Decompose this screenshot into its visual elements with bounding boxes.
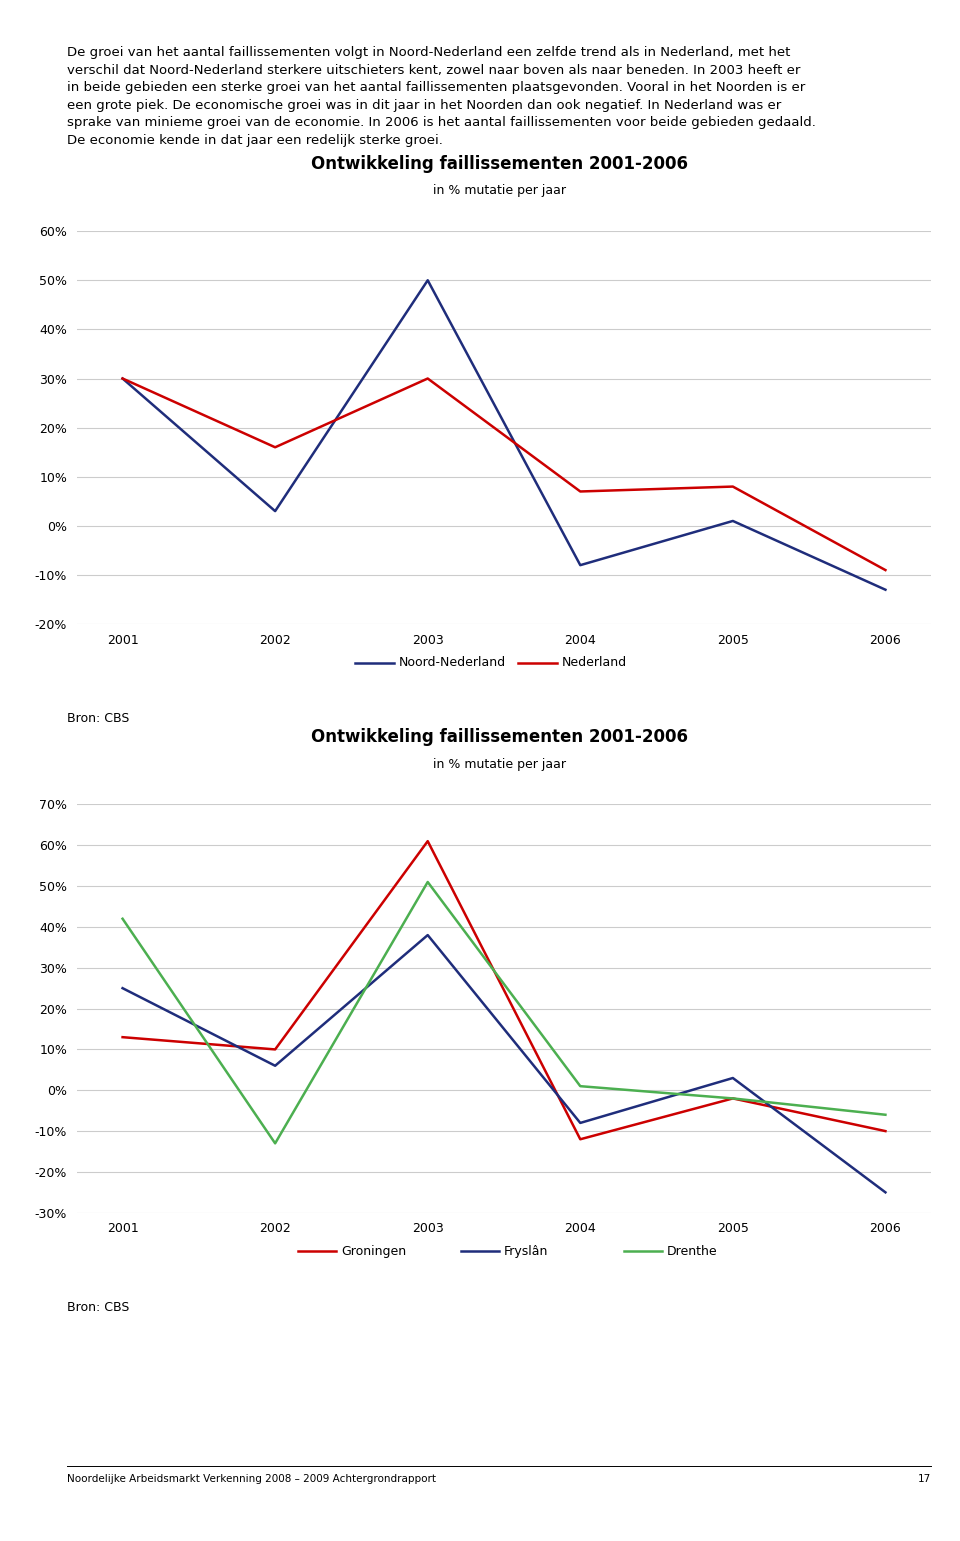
Groningen xyxy=(574,1130,586,1148)
Nederland xyxy=(574,482,586,501)
Drenthe xyxy=(727,1089,738,1108)
Text: Fryslân: Fryslân xyxy=(504,1245,548,1257)
Text: Bron: CBS: Bron: CBS xyxy=(67,1301,130,1313)
Nederland xyxy=(727,478,738,496)
Groningen xyxy=(117,1028,129,1046)
Drenthe xyxy=(270,1134,281,1153)
Line: Drenthe: Drenthe xyxy=(123,881,885,1143)
Fryslân xyxy=(879,1183,891,1202)
Fryslân xyxy=(574,1114,586,1133)
Noord-Nederland xyxy=(574,556,586,575)
Text: 17: 17 xyxy=(918,1473,931,1484)
Nederland xyxy=(422,370,434,388)
Groningen xyxy=(422,832,434,851)
Noord-Nederland xyxy=(879,581,891,599)
Text: Ontwikkeling faillissementen 2001-2006: Ontwikkeling faillissementen 2001-2006 xyxy=(311,154,687,173)
Text: Groningen: Groningen xyxy=(341,1245,406,1257)
Groningen xyxy=(879,1122,891,1140)
Groningen xyxy=(270,1040,281,1059)
Text: Noordelijke Arbeidsmarkt Verkenning 2008 – 2009 Achtergrondrapport: Noordelijke Arbeidsmarkt Verkenning 2008… xyxy=(67,1473,436,1484)
Line: Nederland: Nederland xyxy=(123,379,885,570)
Drenthe xyxy=(117,909,129,928)
Groningen xyxy=(727,1089,738,1108)
Noord-Nederland xyxy=(117,370,129,388)
Text: in % mutatie per jaar: in % mutatie per jaar xyxy=(433,758,565,770)
Line: Groningen: Groningen xyxy=(123,841,885,1139)
Fryslân xyxy=(117,979,129,997)
Text: Ontwikkeling faillissementen 2001-2006: Ontwikkeling faillissementen 2001-2006 xyxy=(311,727,687,746)
Nederland xyxy=(117,370,129,388)
Text: Noord-Nederland: Noord-Nederland xyxy=(398,656,506,669)
Text: Nederland: Nederland xyxy=(562,656,627,669)
Drenthe xyxy=(879,1105,891,1123)
Noord-Nederland xyxy=(727,512,738,530)
Fryslân xyxy=(727,1069,738,1088)
Text: Bron: CBS: Bron: CBS xyxy=(67,712,130,724)
Noord-Nederland xyxy=(422,271,434,290)
Nederland xyxy=(270,438,281,456)
Text: De groei van het aantal faillissementen volgt in Noord-Nederland een zelfde tren: De groei van het aantal faillissementen … xyxy=(67,46,816,146)
Drenthe xyxy=(422,872,434,891)
Fryslân xyxy=(422,926,434,945)
Nederland xyxy=(879,561,891,579)
Text: Drenthe: Drenthe xyxy=(667,1245,718,1257)
Text: in % mutatie per jaar: in % mutatie per jaar xyxy=(433,185,565,197)
Line: Noord-Nederland: Noord-Nederland xyxy=(123,280,885,590)
Drenthe xyxy=(574,1077,586,1096)
Line: Fryslân: Fryslân xyxy=(123,935,885,1193)
Fryslân xyxy=(270,1057,281,1076)
Noord-Nederland xyxy=(270,502,281,521)
